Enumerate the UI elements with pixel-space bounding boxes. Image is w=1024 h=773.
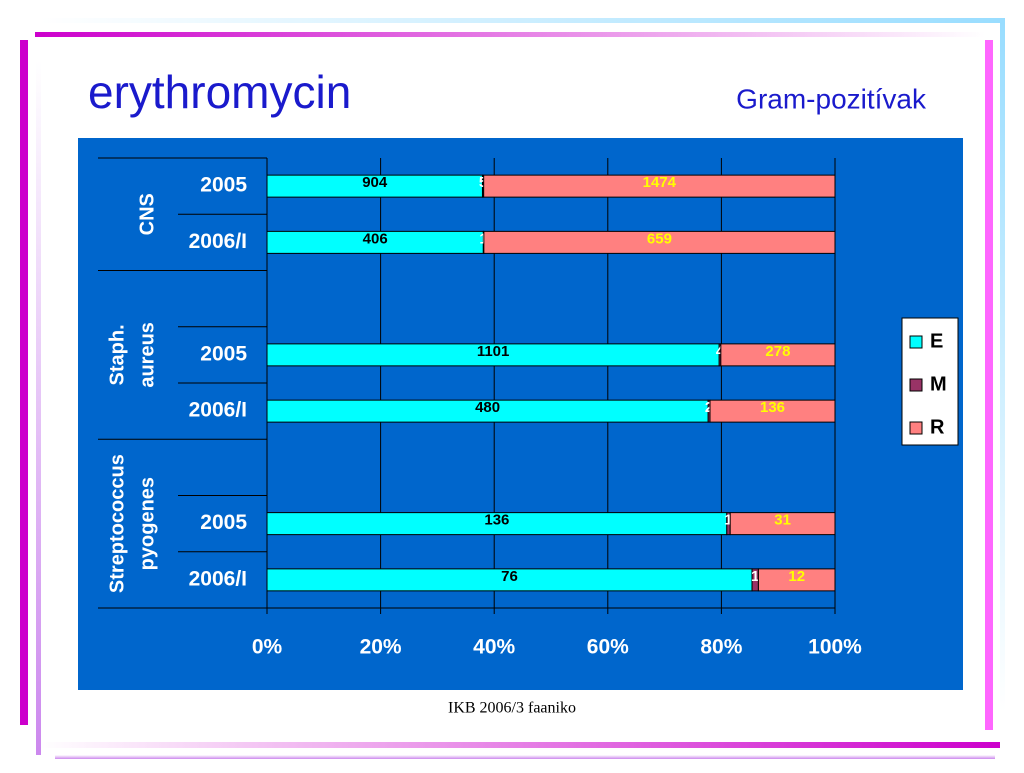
y-tick-label: 2006/I xyxy=(189,567,247,590)
y-tick-label: 2005 xyxy=(200,174,247,197)
deco xyxy=(1000,22,1005,712)
group-label: pyogenes xyxy=(136,477,158,570)
value-label: 12 xyxy=(788,568,805,585)
y-tick-label: 2006/I xyxy=(189,399,247,422)
legend-swatch xyxy=(909,378,923,392)
deco xyxy=(35,32,985,37)
deco xyxy=(985,40,993,730)
bar-segment xyxy=(729,512,836,536)
group-label: Streptococcus xyxy=(106,454,128,593)
y-tick-label: 2005 xyxy=(200,342,247,365)
y-tick-label: 2005 xyxy=(200,511,247,534)
legend-label: M xyxy=(930,373,947,395)
value-label: 904 xyxy=(362,174,388,191)
deco xyxy=(40,18,1005,23)
value-label: 2 xyxy=(705,399,713,416)
group-label: aureus xyxy=(136,322,158,388)
bar-segment xyxy=(757,568,836,592)
footer: IKB 2006/3 faaniko xyxy=(448,700,576,717)
deco xyxy=(55,755,995,759)
chart: 0% 20% 40% 60% 80% 100% CNS Staph. aureus Strepto… xyxy=(98,157,959,659)
x-tick-label: 0% xyxy=(252,636,283,659)
value-label: 136 xyxy=(484,512,509,529)
x-tick-label: 80% xyxy=(700,636,742,659)
value-label: 659 xyxy=(647,230,672,247)
value-label: 480 xyxy=(475,399,500,416)
value-label: 5 xyxy=(479,174,487,191)
bar-segment xyxy=(483,230,836,254)
value-label: 1474 xyxy=(643,174,677,191)
bar-segment xyxy=(709,399,836,423)
value-label: 76 xyxy=(501,568,518,585)
value-label: 1101 xyxy=(477,343,510,360)
subtitle: Gram-pozitívak xyxy=(736,83,927,114)
group-label: CNS xyxy=(136,193,158,235)
group-label: Staph. xyxy=(106,324,128,385)
x-tick-label: 100% xyxy=(808,636,862,659)
value-label: 31 xyxy=(774,512,791,529)
deco xyxy=(40,742,1000,748)
x-tick-label: 40% xyxy=(473,636,515,659)
deco xyxy=(36,60,41,755)
title: erythromycin xyxy=(88,66,351,118)
legend-swatch xyxy=(909,335,923,349)
x-tick-label: 60% xyxy=(587,636,629,659)
value-label: 136 xyxy=(760,399,785,416)
value-label: 278 xyxy=(765,343,790,360)
x-tick-label: 20% xyxy=(360,636,402,659)
legend-swatch xyxy=(909,421,923,435)
bar-segment xyxy=(720,343,836,367)
bar-segment xyxy=(483,174,836,198)
value-label: 1 xyxy=(724,512,732,529)
value-label: 406 xyxy=(363,230,388,247)
value-label: 1 xyxy=(751,568,759,585)
legend-label: E xyxy=(930,330,943,352)
deco xyxy=(20,40,28,725)
y-tick-label: 2006/I xyxy=(189,230,247,253)
legend-label: R xyxy=(930,416,945,438)
